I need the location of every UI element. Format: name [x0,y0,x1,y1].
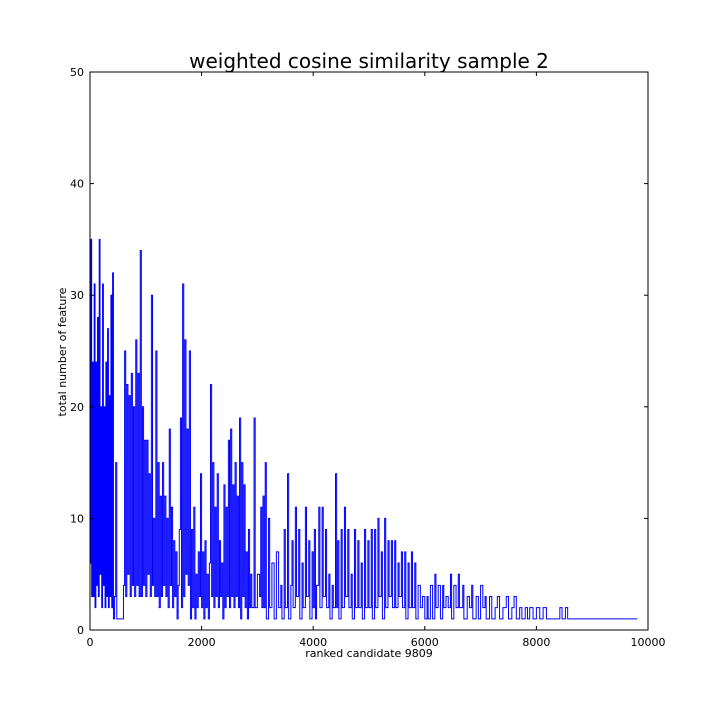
series-layer [90,238,638,620]
y-axis-label: total number of feature [56,287,69,416]
y-tick-label: 0 [77,624,84,637]
axes-layer: 0 2000 4000 6000 8000 10000 0 10 20 30 40 50 [70,66,666,649]
y-tick-label: 20 [70,401,84,414]
x-tick-label: 8000 [522,636,550,649]
x-tick-label: 4000 [299,636,327,649]
x-tick-label: 2000 [188,636,216,649]
y-tick-label: 30 [70,289,84,302]
y-tick-label: 50 [70,66,84,79]
chart-title: weighted cosine similarity sample 2 [189,49,549,73]
x-tick-label: 10000 [631,636,666,649]
series-line-1 [90,238,638,620]
x-tick-label: 0 [87,636,94,649]
y-tick-label: 10 [70,512,84,525]
x-axis-label: ranked candidate 9809 [305,647,433,660]
y-tick-label: 40 [70,178,84,191]
x-tick-label: 6000 [411,636,439,649]
axes-frame [89,71,649,631]
